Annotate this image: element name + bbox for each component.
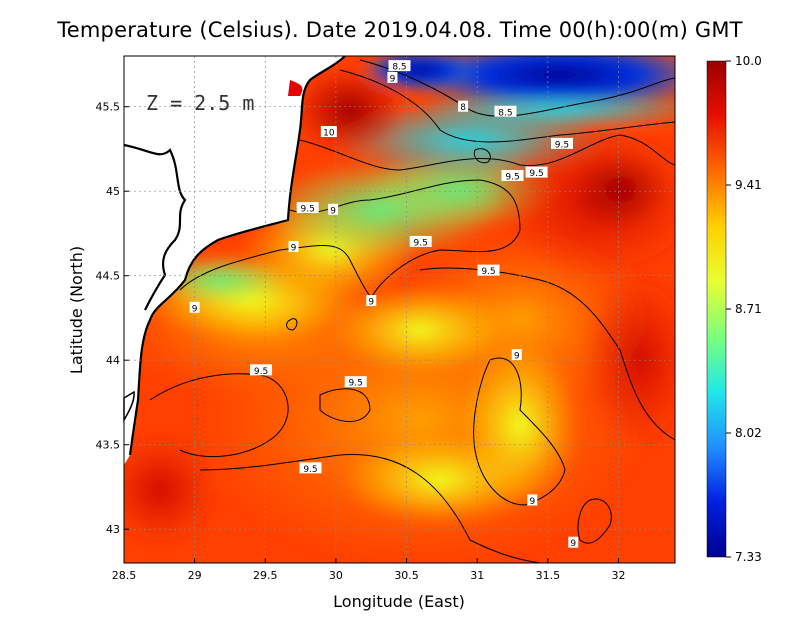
contour-label: 9.5 [555, 140, 569, 150]
contour-label-bg [189, 301, 200, 313]
contour-label: 9.5 [414, 238, 428, 248]
contour-label-bg [344, 376, 367, 388]
y-tick-label: 44.5 [96, 270, 121, 283]
depth-label: Z = 2.5 m [146, 91, 254, 115]
contour-label: 9 [368, 298, 374, 308]
x-tick-label: 32 [611, 569, 625, 582]
colorbar [706, 60, 727, 558]
contour-label-bg [288, 240, 299, 252]
contour-label: 9 [330, 206, 336, 216]
y-tick-label: 43.5 [96, 439, 121, 452]
colorbar-ticks: 10.0 9.41 8.71 8.02 7.33 [726, 54, 762, 564]
contour-label-bg [527, 494, 538, 506]
contour-label-bg [299, 462, 322, 474]
contour-label-bg [366, 295, 377, 307]
x-tick-label: 29.5 [253, 569, 278, 582]
contour-label: 9.5 [481, 267, 495, 277]
contour-label: 9 [192, 304, 198, 314]
contour-lines [149, 59, 675, 563]
colorbar-tick-label: 9.41 [735, 178, 762, 192]
y-tick-label: 43 [106, 523, 120, 536]
contour-label: 9 [291, 243, 297, 253]
contour-label: 8 [460, 103, 466, 113]
contour-label-bg [409, 235, 432, 247]
chart-title: Temperature (Celsius). Date 2019.04.08. … [57, 18, 743, 42]
contour-label-bg [250, 364, 273, 376]
contour-label-bg [320, 126, 337, 138]
contour-label-bg [296, 202, 319, 214]
x-tick-label: 31.5 [536, 569, 561, 582]
temperature-field [124, 56, 675, 563]
colorbar-tick-label: 7.33 [735, 550, 762, 564]
x-tick-label: 31 [470, 569, 484, 582]
contour-label: 9.5 [303, 465, 317, 475]
contour-label-bg [458, 100, 469, 112]
grid-lines [124, 56, 675, 563]
y-tick-label: 45.5 [96, 101, 121, 114]
contour-label-bg [494, 105, 517, 117]
contour-label: 9 [514, 352, 520, 362]
coastline-land [123, 55, 346, 465]
contour-label: 9 [390, 74, 396, 84]
contour-label-bg [328, 203, 339, 215]
contour-label: 10 [323, 129, 335, 139]
y-tick-label: 44 [106, 354, 120, 367]
contour-label-bg [388, 60, 411, 72]
y-tick-label: 45 [106, 185, 120, 198]
x-tick-label: 30 [329, 569, 343, 582]
x-tick-label: 29 [188, 569, 202, 582]
contour-label-bg [550, 137, 573, 149]
y-axis-ticks: 43 43.5 44 44.5 45 45.5 [96, 101, 129, 536]
x-axis-label: Longitude (East) [333, 592, 465, 611]
x-axis-ticks: 28.5 29 29.5 30 30.5 31 31.5 32 [112, 558, 625, 582]
contour-label: 9 [529, 497, 535, 507]
contour-label: 8.5 [392, 63, 406, 73]
contour-label-bg [477, 264, 500, 276]
contour-label-bg [525, 166, 548, 178]
x-tick-label: 28.5 [112, 569, 137, 582]
colorbar-tick-label: 8.71 [735, 302, 762, 316]
colorbar-tick-label: 8.02 [735, 426, 762, 440]
contour-label: 8.5 [498, 108, 512, 118]
contour-label: 9.5 [301, 205, 315, 215]
y-axis-label: Latitude (North) [67, 246, 86, 374]
plot-frame [123, 55, 676, 564]
contour-label-bg [387, 71, 398, 83]
contour-label: 9.5 [529, 169, 543, 179]
contour-label: 9 [570, 539, 576, 549]
contour-label-bg [568, 536, 579, 548]
contour-label: 9.5 [254, 367, 268, 377]
contour-label: 9.5 [505, 172, 519, 182]
x-tick-label: 30.5 [394, 569, 419, 582]
contour-label-bg [511, 349, 522, 361]
contour-label-bg [501, 169, 524, 181]
contour-label: 9.5 [349, 379, 363, 389]
colorbar-tick-label: 10.0 [735, 54, 762, 68]
